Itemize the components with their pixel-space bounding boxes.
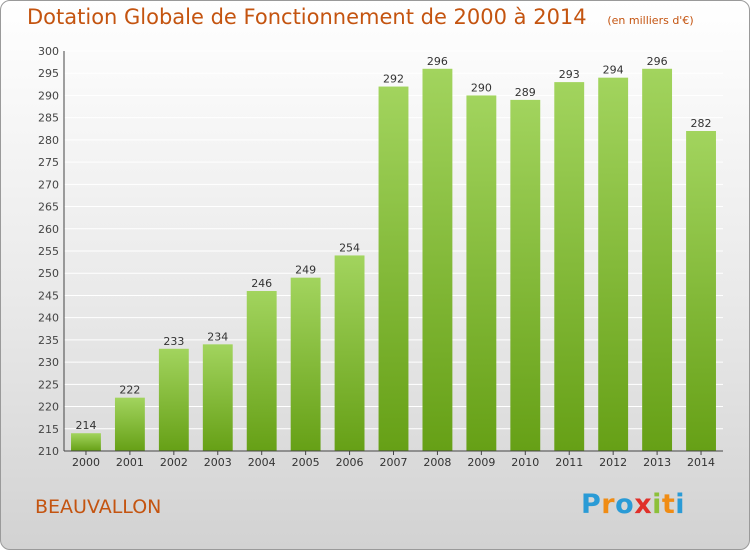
logo-letter: i [675, 489, 686, 520]
bar-value-label: 294 [603, 64, 624, 77]
y-tick-label: 265 [38, 201, 59, 214]
bar-value-label: 296 [427, 55, 448, 68]
bar-value-label: 296 [647, 55, 668, 68]
logo-letter: t [661, 489, 676, 520]
chart-title: Dotation Globale de Fonctionnement de 20… [27, 5, 587, 29]
bar [202, 344, 233, 451]
y-tick-label: 295 [38, 67, 59, 80]
y-tick-label: 275 [38, 156, 59, 169]
bar-value-label: 234 [207, 330, 228, 343]
bar-value-label: 290 [471, 81, 492, 94]
y-tick-label: 225 [38, 378, 59, 391]
proxiti-logo: Proxiti [581, 489, 685, 520]
bar-value-label: 222 [119, 384, 140, 397]
y-tick-label: 240 [38, 312, 59, 325]
bar-value-label: 289 [515, 86, 536, 99]
x-tick-label: 2002 [160, 456, 188, 469]
y-tick-label: 255 [38, 245, 59, 258]
x-tick-label: 2013 [643, 456, 671, 469]
bar-value-label: 249 [295, 264, 316, 277]
bar [466, 95, 497, 451]
bar [422, 68, 453, 452]
bar [378, 86, 409, 452]
bars: 214 222 233 234 246 249 254 292 296 290 289 293 294 2… [71, 55, 716, 452]
y-tick-label: 270 [38, 178, 59, 191]
bar-value-label: 254 [339, 241, 360, 254]
bar [158, 348, 189, 451]
logo-letter: r [601, 489, 616, 520]
bar [598, 77, 629, 452]
bar-value-label: 233 [163, 335, 184, 348]
logo-letter: P [581, 489, 602, 520]
x-tick-label: 2009 [467, 456, 495, 469]
bar [510, 99, 541, 451]
y-tick-label: 280 [38, 134, 59, 147]
y-tick-label: 250 [38, 267, 59, 280]
y-tick-label: 210 [38, 445, 59, 458]
bar [642, 68, 673, 452]
x-tick-label: 2003 [204, 456, 232, 469]
x-tick-label: 2012 [599, 456, 627, 469]
x-tick-label: 2011 [555, 456, 583, 469]
chart-unit: (en milliers d'€) [607, 14, 694, 27]
y-tick-label: 245 [38, 289, 59, 302]
y-tick-label: 235 [38, 334, 59, 347]
bar-value-label: 246 [251, 277, 272, 290]
bar-value-label: 293 [559, 68, 580, 81]
x-tick-label: 2005 [292, 456, 320, 469]
bar [71, 433, 101, 451]
city-name: BEAUVALLON [35, 496, 162, 518]
logo-letter: x [634, 489, 653, 520]
bar [686, 131, 716, 451]
y-tick-label: 300 [38, 45, 59, 58]
x-tick-label: 2014 [687, 456, 715, 469]
bar-value-label: 214 [75, 419, 96, 432]
y-tick-label: 220 [38, 401, 59, 414]
x-tick-label: 2007 [380, 456, 408, 469]
logo-letter: i [652, 489, 662, 520]
bar [290, 277, 321, 451]
bar-value-label: 292 [383, 73, 404, 86]
y-tick-label: 260 [38, 223, 59, 236]
y-tick-label: 230 [38, 356, 59, 369]
bar-value-label: 282 [691, 117, 712, 130]
bar [114, 397, 145, 451]
chart-title-block: Dotation Globale de Fonctionnement de 20… [27, 5, 694, 29]
logo-letter: o [615, 489, 635, 520]
axes: 210 215 220 225 230 235 240 245 250 255 260 265 270 2… [38, 45, 723, 469]
x-tick-label: 2001 [116, 456, 144, 469]
bar [554, 82, 585, 451]
y-tick-label: 285 [38, 112, 59, 125]
y-tick-label: 215 [38, 423, 59, 436]
x-tick-label: 2000 [72, 456, 100, 469]
x-tick-label: 2006 [336, 456, 364, 469]
x-tick-label: 2010 [511, 456, 539, 469]
y-tick-label: 290 [38, 89, 59, 102]
x-tick-label: 2008 [423, 456, 451, 469]
x-tick-label: 2004 [248, 456, 276, 469]
bar [334, 255, 365, 451]
bar [246, 291, 277, 451]
